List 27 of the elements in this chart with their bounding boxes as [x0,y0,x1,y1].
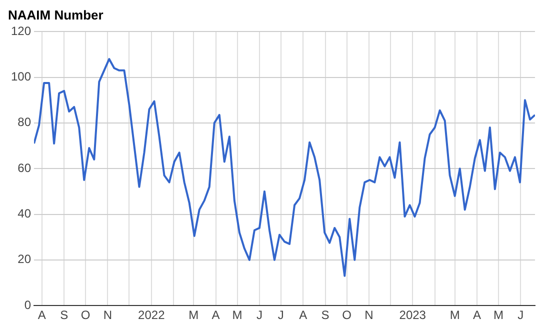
x-tick-label: 2023 [399,308,426,322]
x-tick-label: 2022 [138,308,166,322]
x-tick-label: N [103,308,112,322]
x-tick-label: M [450,308,460,322]
x-tick-label: O [80,308,90,322]
x-tick-label: M [188,308,199,322]
x-tick-label: J [278,308,284,322]
chart-title: NAAIM Number [8,7,104,22]
x-tick-label: A [38,308,46,322]
x-tick-label: A [212,308,220,322]
x-tick-label: N [364,308,374,322]
y-tick-label: 0 [24,298,32,312]
x-tick-label: A [299,308,308,322]
y-tick-label: 60 [18,160,32,175]
y-tick-label: 80 [18,115,32,130]
x-tick-label: J [518,308,524,322]
x-tick-label: J [256,308,262,322]
y-tick-label: 100 [10,70,32,84]
x-tick-label: M [232,308,242,322]
x-tick-label: A [473,308,482,322]
x-tick-label: M [494,308,504,322]
y-tick-label: 120 [10,24,32,38]
y-tick-label: 20 [18,252,32,266]
x-tick-label: O [342,308,352,322]
x-tick-label: S [60,308,68,322]
x-tick-label: S [321,308,330,322]
y-tick-label: 40 [18,206,32,221]
